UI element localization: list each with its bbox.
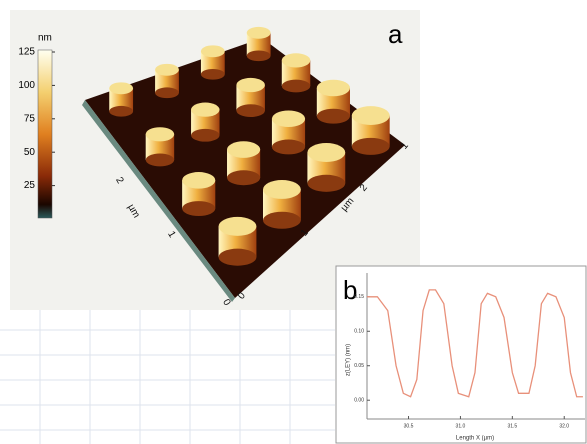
pillar-top xyxy=(236,77,265,93)
pillar-top xyxy=(200,45,225,58)
pillar-top xyxy=(182,172,216,189)
panel-label: b xyxy=(343,275,357,305)
pillars xyxy=(109,26,390,266)
panel-b: b Length X (µm) z(LEY) (nm) 0.00 0.05 0.10… xyxy=(335,265,587,444)
pillar-side xyxy=(155,69,179,93)
colorbar-tick-label: 50 xyxy=(24,147,36,158)
x-axis-label: Length X (µm) xyxy=(456,436,494,442)
pillar-base xyxy=(262,211,301,229)
x-tick-label: 30.5 xyxy=(404,423,414,429)
colorbar xyxy=(37,49,53,219)
pillar-top xyxy=(109,82,134,95)
axis-label: 1 xyxy=(165,229,178,240)
colorbar-unit: nm xyxy=(38,33,52,44)
pillar-base xyxy=(191,128,220,142)
pillar-base xyxy=(200,68,225,80)
background-grid xyxy=(0,310,335,444)
axis-label: 0 xyxy=(220,297,233,308)
pillar-base xyxy=(182,201,216,217)
x-tick-label: 32.0 xyxy=(559,423,569,429)
pillar-top xyxy=(281,53,311,68)
y-axis-label: z(LEY) (nm) xyxy=(346,344,352,376)
pillar-top xyxy=(271,110,306,128)
pillar-base xyxy=(218,248,257,266)
pillar-base xyxy=(246,50,271,62)
pillar-base xyxy=(236,104,265,118)
y-tick-label: 0.10 xyxy=(354,329,364,335)
y-tick-label: 0.05 xyxy=(354,363,364,369)
pillar-side xyxy=(109,88,134,112)
pillar-base xyxy=(109,105,134,117)
pillar-base xyxy=(145,153,175,167)
pillar-top xyxy=(191,102,220,117)
colorbar-tick-label: 125 xyxy=(18,47,35,58)
pillar-base xyxy=(307,174,346,192)
panel-background xyxy=(335,265,587,444)
pillar-top xyxy=(155,63,179,76)
pillar-top xyxy=(145,127,175,142)
axis-label: 2 xyxy=(113,175,126,186)
axis-label: 1 xyxy=(399,140,411,152)
colorbar-tick-label: 100 xyxy=(18,80,35,91)
colorbar-tick-label: 75 xyxy=(24,113,36,124)
pillar-top xyxy=(227,141,261,158)
pillar-base xyxy=(271,139,306,155)
axis-label: 0 xyxy=(236,290,248,302)
pillar-top xyxy=(218,216,257,236)
y-tick-label: 0.15 xyxy=(354,294,364,300)
x-tick-label: 31.5 xyxy=(507,423,517,429)
pillar-base xyxy=(281,79,311,93)
axis-label: 1 xyxy=(299,227,311,239)
pillar-base xyxy=(351,137,390,155)
y-tick-label: 0.00 xyxy=(354,398,364,404)
pillar-base xyxy=(155,87,179,99)
pillar-top xyxy=(246,26,271,39)
pillar-side xyxy=(200,51,225,75)
pillar-base xyxy=(316,108,350,124)
axis-label: 2 xyxy=(358,182,370,194)
panel-label: a xyxy=(388,19,403,49)
x-tick-label: 31.0 xyxy=(456,423,466,429)
profile-line xyxy=(367,289,583,398)
pillar-top xyxy=(307,143,346,162)
colorbar-tick-label: 25 xyxy=(24,180,36,191)
pillar-top xyxy=(262,179,301,199)
pillar-base xyxy=(227,170,261,186)
pillar-top xyxy=(316,79,350,97)
pillar-top xyxy=(351,106,390,126)
surface-edge xyxy=(82,100,235,302)
pillar-side xyxy=(246,32,271,56)
